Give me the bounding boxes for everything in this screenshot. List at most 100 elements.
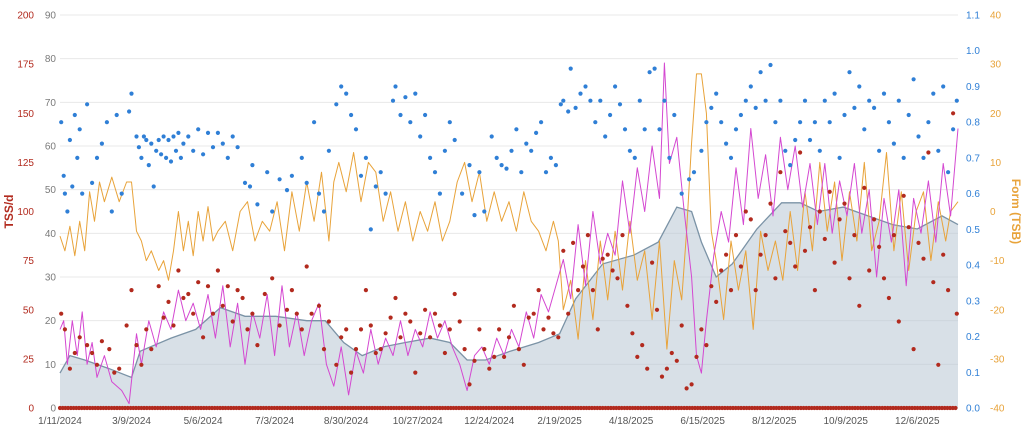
x-axis-tick-label: 1/11/2024 [38, 416, 82, 427]
intensity-point [857, 84, 862, 89]
intensity-point [647, 70, 652, 75]
tss-point [566, 311, 571, 316]
x-axis-tick-label: 4/18/2025 [609, 416, 654, 427]
x-axis-tick-label: 8/12/2025 [752, 416, 797, 427]
intensity-point [773, 120, 778, 125]
tss-point [326, 319, 331, 324]
tss-point [358, 327, 364, 332]
intensity-point [383, 191, 388, 196]
intensity-point [242, 180, 248, 185]
x-axis-tick-label: 12/6/2025 [895, 416, 940, 427]
intensity-point [90, 180, 95, 185]
intensity-point [652, 66, 657, 71]
tss-point [551, 331, 556, 336]
intensity-point [161, 134, 166, 139]
intensity-point [941, 84, 946, 89]
tss-point [778, 170, 783, 175]
tss-point [235, 288, 240, 293]
fitness-area [60, 202, 958, 408]
tss-point [728, 288, 734, 293]
tss-point [284, 307, 290, 312]
intensity-point [954, 98, 959, 103]
tss-point [72, 350, 77, 356]
intensity-point [691, 170, 697, 175]
tss-point [916, 240, 921, 245]
intensity-point [378, 170, 383, 175]
intensity-point [215, 130, 220, 135]
tss-point [891, 233, 897, 238]
intensity-axis: 0.0 0.1 0.2 0.3 0.4 0.5 0.6 0.7 0.8 0.9 1.0 1.1 [966, 11, 980, 415]
tss-point [316, 303, 322, 308]
intensity-point [270, 209, 275, 214]
tss-point [181, 295, 186, 301]
tss-point [139, 362, 144, 367]
intensity-point [608, 112, 613, 118]
fitness-axis: 0 10 20 30 40 50 60 70 80 90 [45, 11, 57, 415]
intensity-point [896, 98, 901, 103]
form-axis-tick-label: 40 [990, 11, 1002, 22]
intensity-point [344, 91, 349, 96]
tss-point [625, 303, 630, 308]
fitness-axis-tick-label: 0 [50, 404, 56, 415]
tss-point [664, 366, 670, 371]
fitness-axis-tick-label: 60 [45, 142, 57, 153]
intensity-point [146, 163, 151, 168]
intensity-point [679, 191, 684, 196]
tss-point [936, 362, 941, 367]
intensity-point [881, 91, 887, 96]
tss-point [492, 354, 497, 359]
tss-point [90, 350, 95, 356]
intensity-point [738, 112, 744, 118]
tss-axis-tick-label: 25 [23, 354, 35, 365]
form-axis-tick-label: -10 [990, 256, 1005, 267]
intensity-point [921, 155, 926, 160]
intensity-point [477, 170, 482, 175]
intensity-point [951, 127, 956, 132]
intensity-point [134, 134, 139, 139]
intensity-point [832, 91, 837, 96]
intensity-point [886, 120, 892, 125]
intensity-point [852, 105, 857, 110]
intensity-point [543, 170, 549, 175]
tss-point [398, 335, 403, 340]
intensity-point [205, 130, 211, 135]
tss-point [709, 284, 714, 289]
intensity-dots-group [59, 62, 959, 232]
tss-point [615, 276, 620, 281]
intensity-point [201, 152, 206, 157]
tss-point [477, 327, 482, 332]
tss-point [640, 343, 645, 348]
tss-axis-tick-label: 175 [17, 60, 34, 71]
tss-point [679, 323, 684, 328]
tss-point [205, 284, 211, 289]
tss-point [161, 315, 166, 320]
intensity-point [489, 134, 494, 139]
intensity-point [235, 145, 240, 150]
intensity-point [99, 141, 104, 146]
intensity-point [788, 163, 793, 168]
intensity-point [827, 120, 832, 125]
fitness-area-group [59, 202, 959, 408]
intensity-point [519, 170, 524, 175]
intensity-point [114, 112, 119, 118]
tss-point [862, 185, 867, 190]
tss-point [117, 366, 122, 371]
tss-point [452, 291, 457, 297]
intensity-point [822, 98, 827, 103]
intensity-point [413, 91, 418, 96]
intensity-point [62, 191, 67, 196]
intensity-point [802, 98, 808, 103]
tss-point [704, 343, 709, 348]
intensity-point [210, 145, 216, 150]
intensity-point [931, 91, 936, 96]
intensity-point [467, 163, 472, 168]
tss-point [842, 201, 847, 206]
intensity-point [733, 127, 739, 132]
tss-point [250, 311, 255, 316]
tss-point [911, 347, 916, 352]
tss-point [798, 150, 803, 155]
intensity-point [472, 213, 477, 218]
intensity-point [339, 84, 344, 89]
intensity-point [817, 148, 822, 153]
intensity-point [504, 166, 509, 171]
